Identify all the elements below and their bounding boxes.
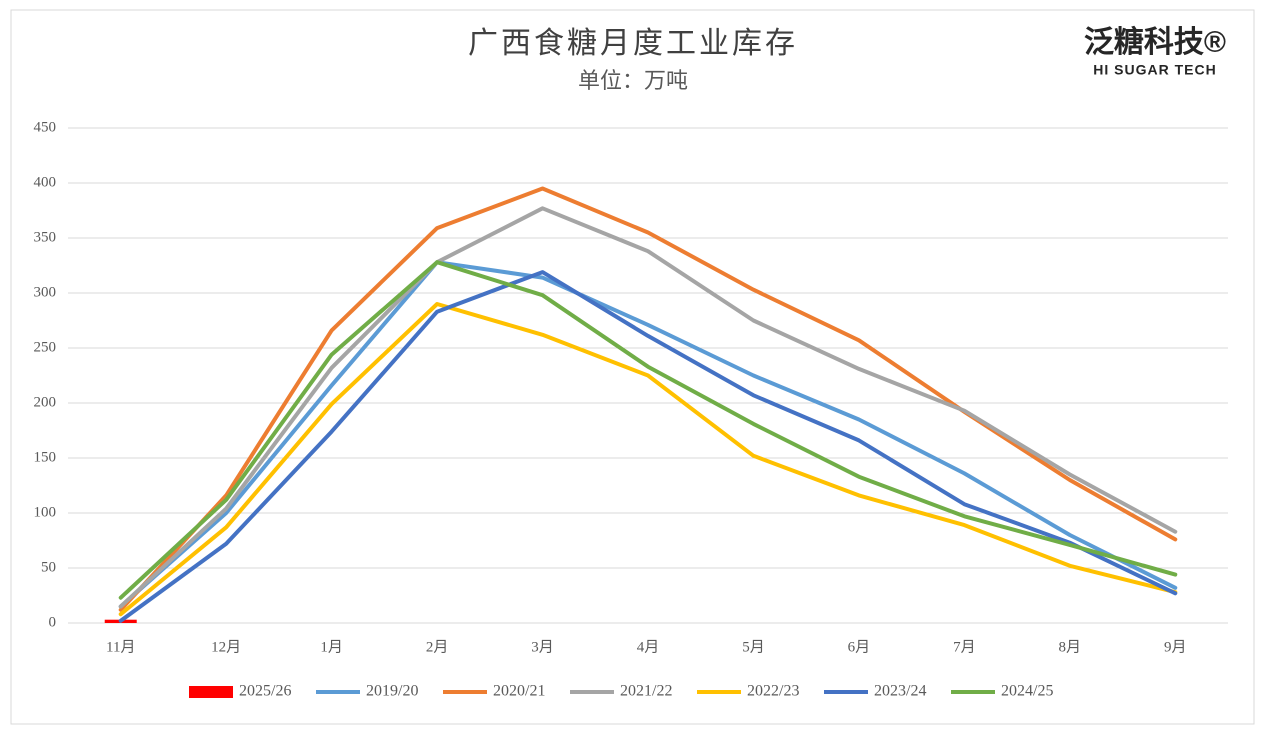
chart-subtitle: 单位：万吨 xyxy=(578,68,688,93)
y-tick-label: 350 xyxy=(34,229,57,245)
chart-title: 广西食糖月度工业库存 xyxy=(468,27,798,60)
line-series xyxy=(118,186,1178,612)
legend-label: 2021/22 xyxy=(620,683,672,700)
x-tick-label: 11月 xyxy=(106,639,135,655)
y-tick-label: 50 xyxy=(41,559,56,575)
legend-label: 2022/23 xyxy=(747,683,799,700)
x-tick-label: 7月 xyxy=(953,639,976,655)
line-series xyxy=(118,206,1178,609)
x-tick-label: 4月 xyxy=(637,639,660,655)
logo-subtitle: HI SUGAR TECH xyxy=(1093,62,1216,78)
y-tick-label: 200 xyxy=(34,394,57,410)
y-tick-label: 450 xyxy=(34,119,57,135)
legend-label: 2019/20 xyxy=(366,683,418,700)
y-tick-label: 300 xyxy=(34,284,57,300)
x-tick-label: 8月 xyxy=(1059,639,1082,655)
y-tick-label: 0 xyxy=(49,614,57,630)
y-tick-label: 150 xyxy=(34,449,57,465)
chart-frame xyxy=(10,9,1255,725)
line-series xyxy=(118,302,1178,617)
line-series xyxy=(118,260,1178,609)
legend-swatch xyxy=(189,686,233,698)
legend-label: 2020/21 xyxy=(493,683,545,700)
legend-label: 2024/25 xyxy=(1001,683,1053,700)
x-tick-label: 2月 xyxy=(426,639,449,655)
x-tick-label: 9月 xyxy=(1164,639,1187,655)
y-tick-label: 250 xyxy=(34,339,57,355)
legend-label: 2025/26 xyxy=(239,683,291,700)
x-tick-label: 3月 xyxy=(531,639,554,655)
line-series xyxy=(118,270,1178,623)
x-tick-label: 5月 xyxy=(742,639,765,655)
legend-label: 2023/24 xyxy=(874,683,926,700)
x-tick-label: 6月 xyxy=(848,639,871,655)
logo: 泛糖科技® xyxy=(1084,26,1226,59)
line-series xyxy=(118,260,1178,600)
x-tick-label: 1月 xyxy=(320,639,343,655)
y-tick-label: 100 xyxy=(34,504,57,520)
y-tick-label: 400 xyxy=(34,174,57,190)
x-tick-label: 12月 xyxy=(211,639,241,655)
